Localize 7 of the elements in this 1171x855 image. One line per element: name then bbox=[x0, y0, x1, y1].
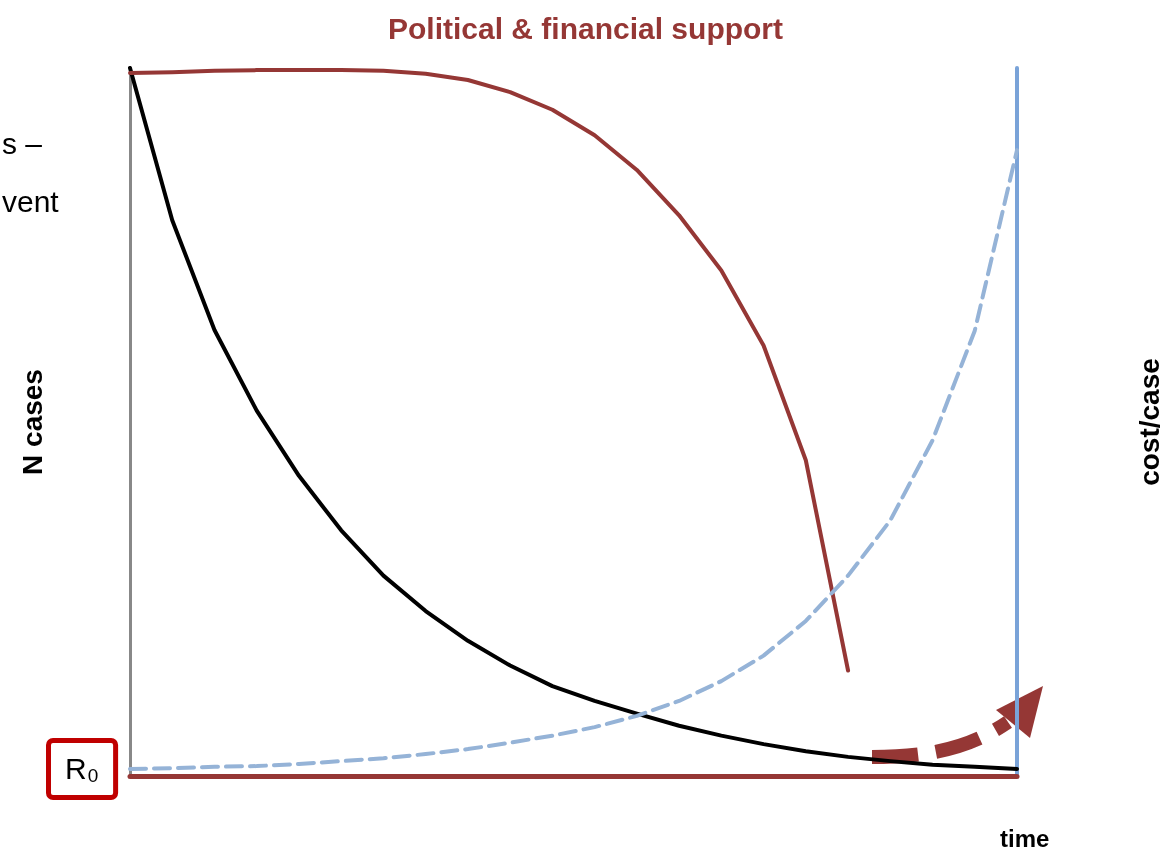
chart-title: Political & financial support bbox=[387, 11, 784, 45]
text: s – bbox=[2, 126, 43, 160]
y-axis-title: N cases bbox=[16, 369, 48, 475]
x-axis-title: time bbox=[1000, 824, 1050, 852]
text: vent bbox=[2, 184, 60, 218]
text: R₀ bbox=[65, 751, 100, 785]
y2-axis-title: cost/case bbox=[1133, 358, 1165, 486]
